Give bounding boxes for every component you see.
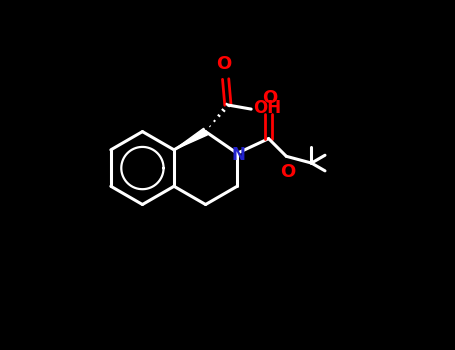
Text: OH: OH — [253, 99, 281, 117]
Text: O: O — [280, 162, 295, 181]
Text: O: O — [262, 89, 277, 107]
Polygon shape — [174, 128, 207, 150]
Text: N: N — [232, 146, 246, 164]
Text: O: O — [216, 55, 232, 73]
